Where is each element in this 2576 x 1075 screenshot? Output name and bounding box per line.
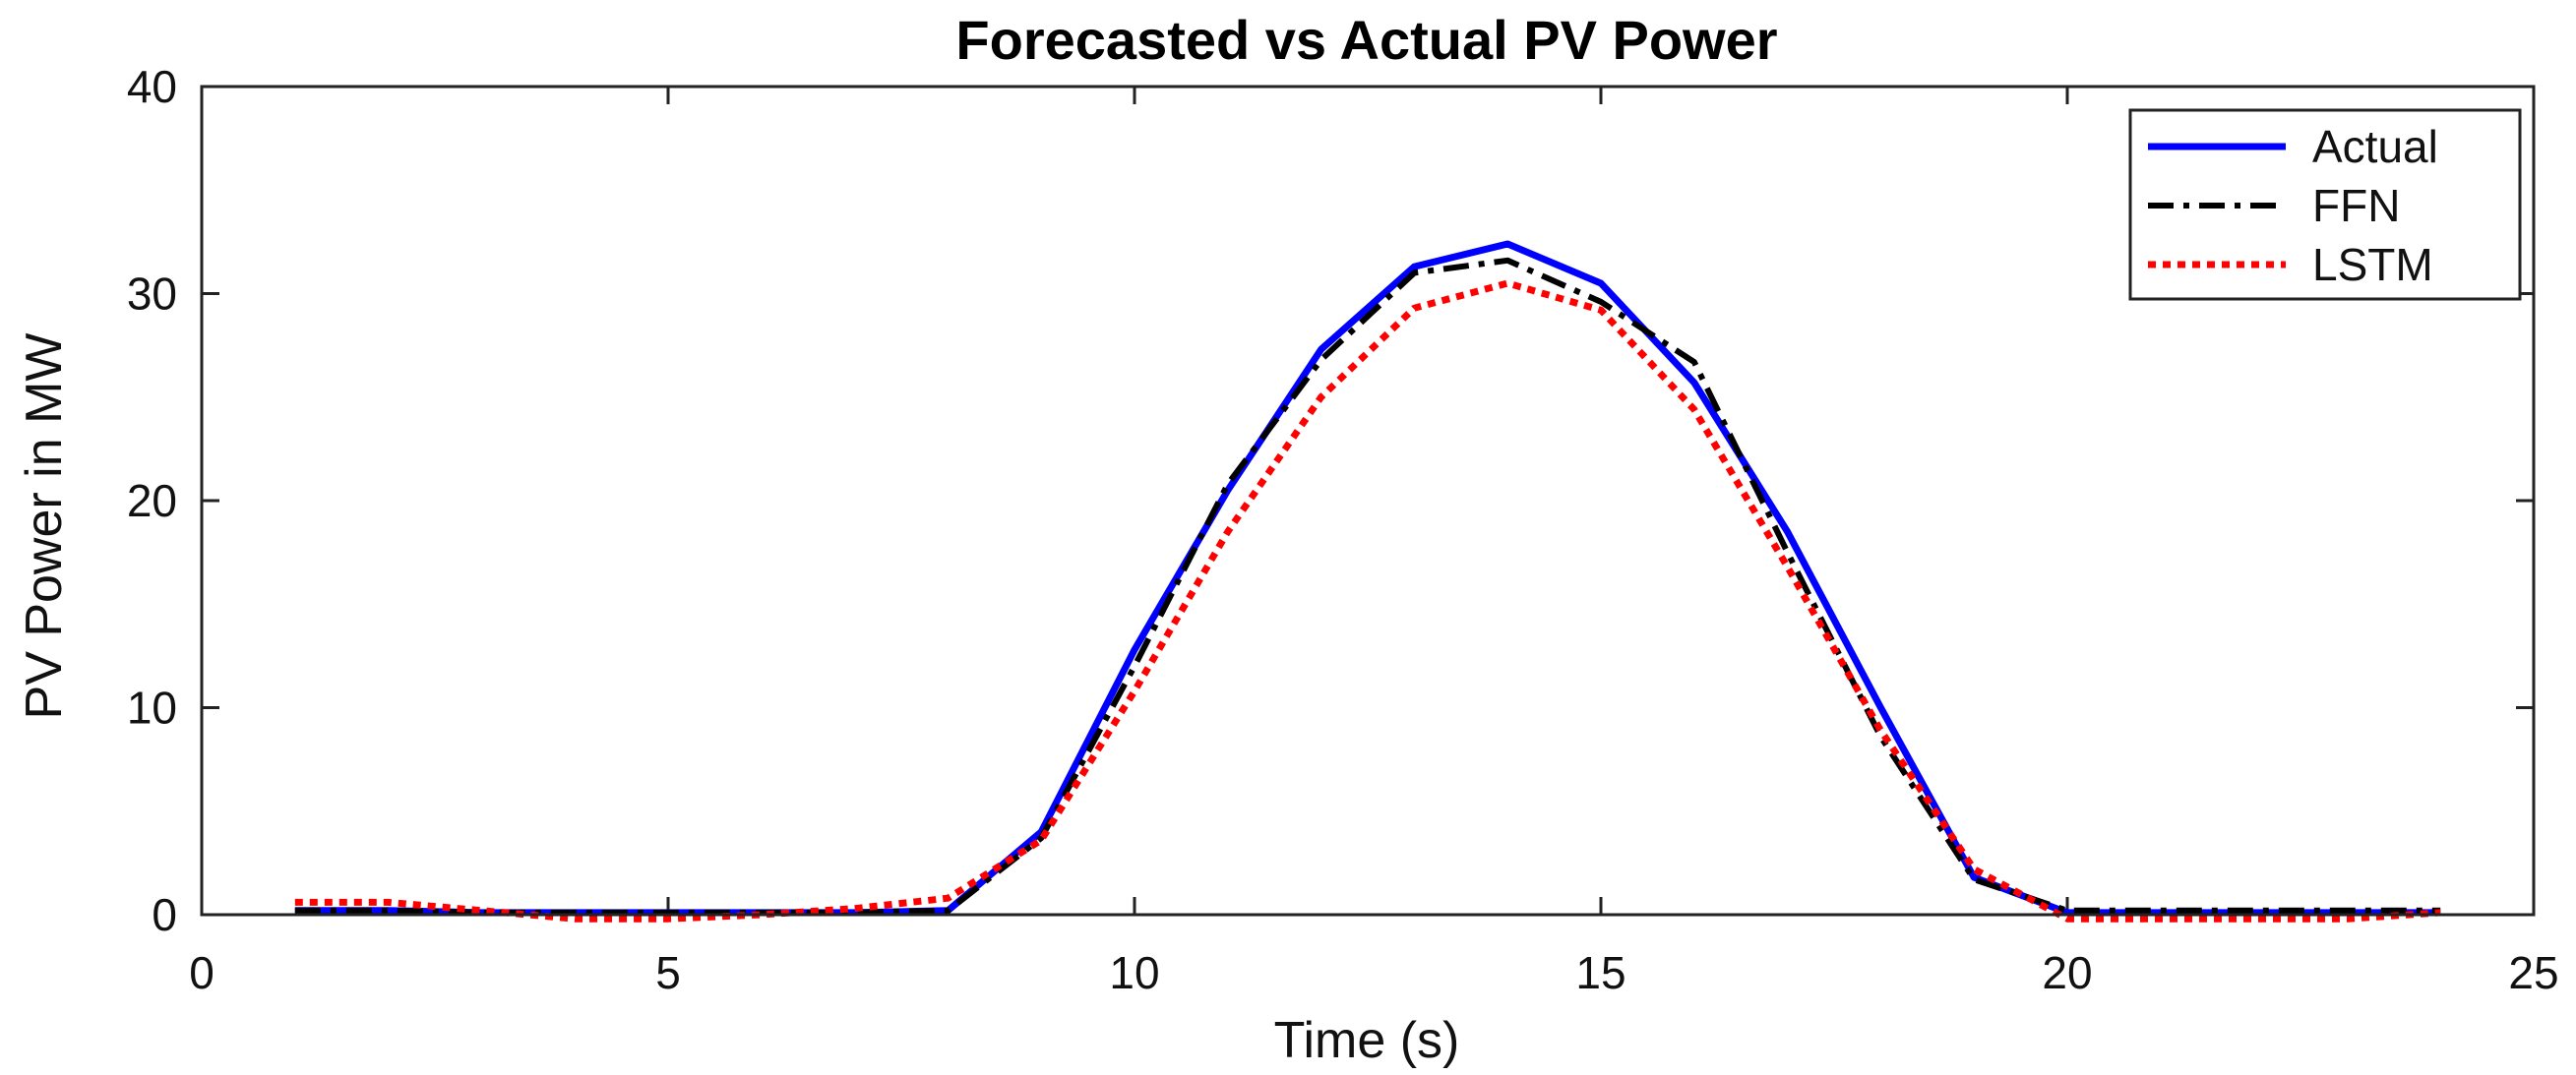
x-tick-label: 15 xyxy=(1575,947,1625,998)
legend-label-actual: Actual xyxy=(2312,121,2438,172)
y-axis-label: PV Power in MW xyxy=(16,333,73,720)
series-line-lstm xyxy=(294,279,2441,923)
x-tick-label: 20 xyxy=(2042,947,2092,998)
x-axis-label: Time (s) xyxy=(1274,1012,1460,1069)
x-tick-label: 25 xyxy=(2508,947,2558,998)
y-tick-label: 20 xyxy=(127,475,177,526)
legend: Actual FFN LSTM xyxy=(2128,108,2522,301)
legend-label-ffn: FFN xyxy=(2312,180,2400,231)
series-layer xyxy=(294,240,2441,923)
chart-title: Forecasted vs Actual PV Power xyxy=(955,9,1777,71)
legend-label-lstm: LSTM xyxy=(2312,239,2433,290)
y-tick-label: 30 xyxy=(127,269,177,320)
tick-labels: 0 5 10 15 20 25 0 10 20 30 40 xyxy=(127,61,2559,998)
y-tick-label: 0 xyxy=(152,889,177,940)
x-tick-label: 5 xyxy=(655,947,681,998)
y-tick-label: 40 xyxy=(127,61,177,112)
y-tick-label: 10 xyxy=(127,683,177,734)
plot-frame xyxy=(200,85,2536,917)
series-line-ffn xyxy=(294,257,2441,916)
x-tick-label: 0 xyxy=(189,947,215,998)
x-tick-label: 10 xyxy=(1109,947,1159,998)
